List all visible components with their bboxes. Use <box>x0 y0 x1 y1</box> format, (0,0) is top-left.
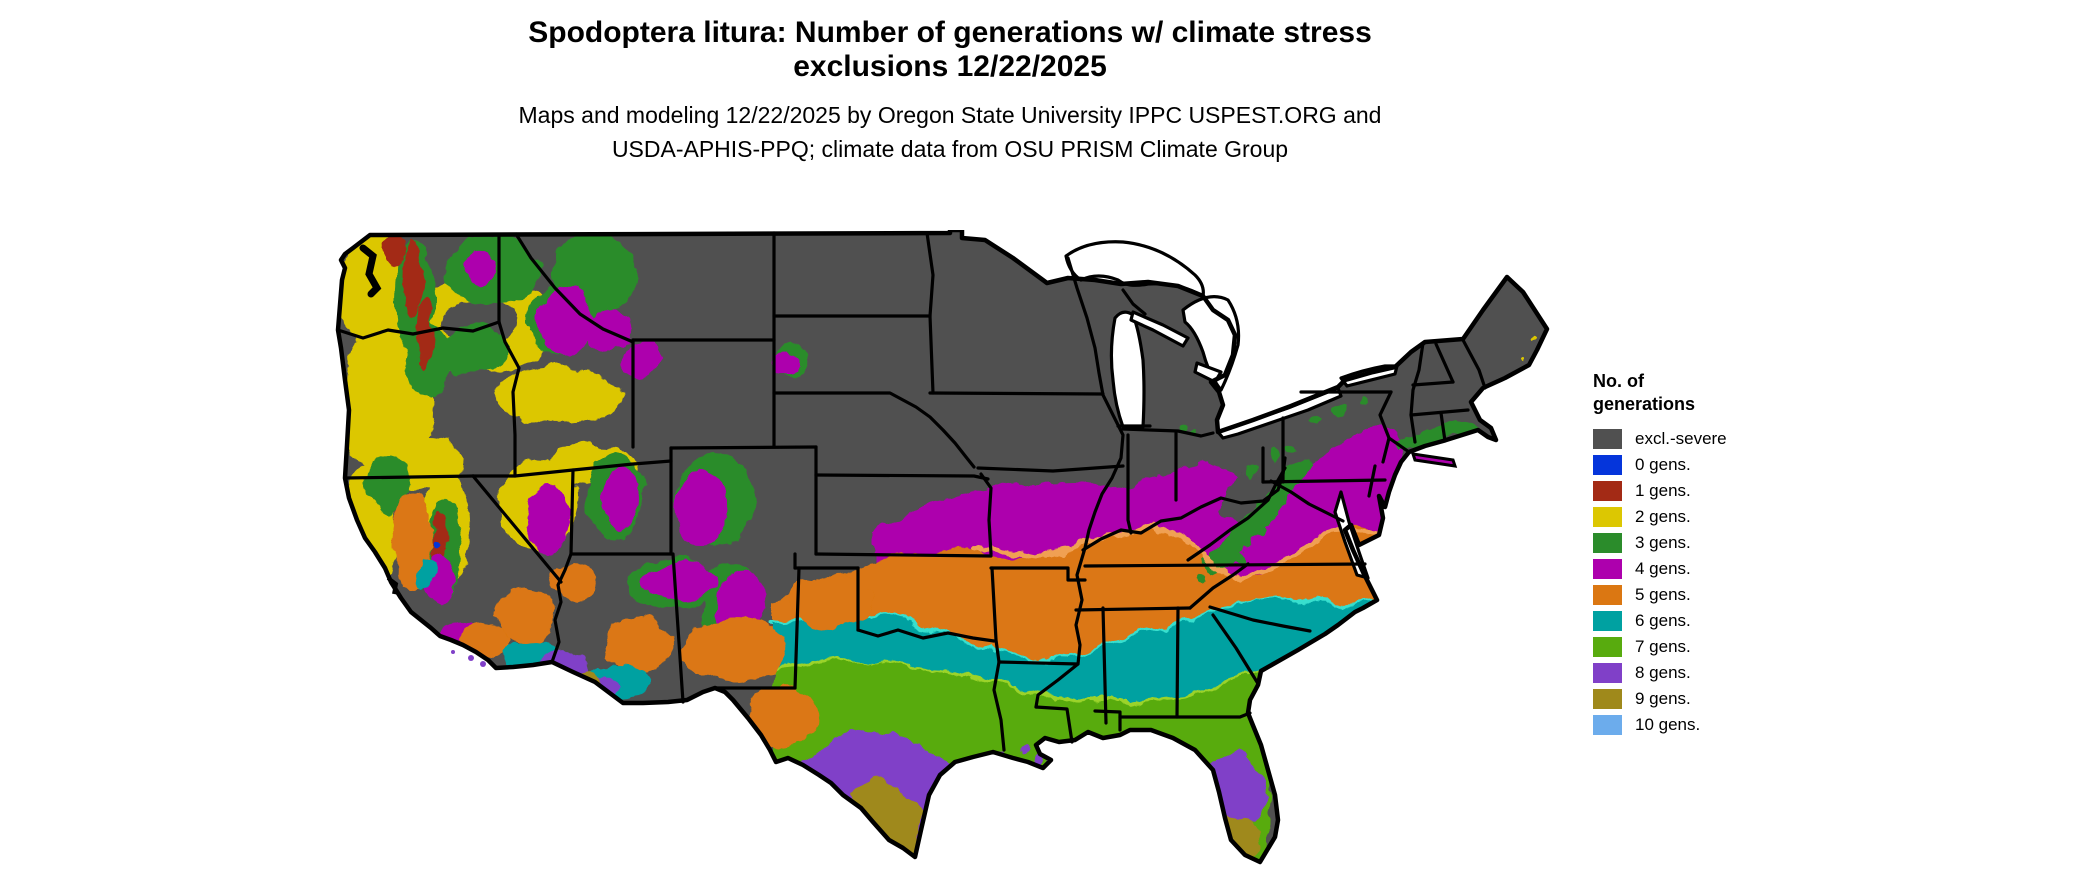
legend-swatch <box>1593 429 1622 449</box>
legend-swatch <box>1593 689 1622 709</box>
legend-title: No. of generations <box>1593 370 1893 416</box>
legend-swatch <box>1593 533 1622 553</box>
legend-item-7: 6 gens. <box>1593 611 1893 631</box>
lake-michigan-north-arm <box>1129 310 1190 348</box>
legend-label: 3 gens. <box>1635 533 1691 552</box>
central-florida-8-gens <box>1191 752 1267 830</box>
legend-label: 6 gens. <box>1635 611 1691 630</box>
legend-item-9: 8 gens. <box>1593 663 1893 683</box>
legend-label: 1 gens. <box>1635 481 1691 500</box>
legend-label: 9 gens. <box>1635 689 1691 708</box>
figure-header: Spodoptera litura: Number of generations… <box>0 16 1900 166</box>
legend-item-1: 0 gens. <box>1593 455 1893 475</box>
legend-label: 10 gens. <box>1635 715 1701 734</box>
legend-item-4: 3 gens. <box>1593 533 1893 553</box>
subtitle-line-1: Maps and modeling 12/22/2025 by Oregon S… <box>518 102 1382 128</box>
legend-swatch <box>1593 611 1622 631</box>
figure-title: Spodoptera litura: Number of generations… <box>0 16 1900 84</box>
legend-item-6: 5 gens. <box>1593 585 1893 605</box>
figure-subtitle: Maps and modeling 12/22/2025 by Oregon S… <box>0 98 1900 166</box>
channel-islands <box>451 650 486 667</box>
legend-item-8: 7 gens. <box>1593 637 1893 657</box>
legend-swatch <box>1593 559 1622 579</box>
legend-item-2: 1 gens. <box>1593 481 1893 501</box>
legend-item-0: excl.-severe <box>1593 429 1893 449</box>
map-legend: No. of generations excl.-severe 0 gens. 1 g… <box>1593 370 1893 741</box>
legend-swatch <box>1593 455 1622 475</box>
state-borders <box>336 231 1487 752</box>
legend-items: excl.-severe 0 gens. 1 gens. 2 gens. 3 gens.… <box>1593 429 1893 735</box>
legend-item-3: 2 gens. <box>1593 507 1893 527</box>
subtitle-line-2: USDA-APHIS-PPQ; climate data from OSU PR… <box>611 136 1289 162</box>
title-line-1: Spodoptera litura: Number of generations… <box>528 16 1372 49</box>
map-container <box>333 230 1563 892</box>
us-outline <box>335 230 1550 865</box>
florida-west-coast-9-gens <box>1191 786 1211 842</box>
legend-swatch <box>1593 481 1622 501</box>
appalachian-3-gens <box>1201 458 1315 574</box>
title-line-2: exclusions 12/22/2025 <box>793 50 1107 83</box>
legend-swatch <box>1593 663 1622 683</box>
us-generations-choropleth-map <box>335 230 1550 865</box>
legend-label: excl.-severe <box>1635 429 1727 448</box>
rio-grande-9-gens <box>851 778 918 857</box>
legend-item-5: 4 gens. <box>1593 559 1893 579</box>
map-fill-layers <box>338 230 1547 862</box>
legend-title-line-2: generations <box>1593 394 1696 414</box>
legend-label: 5 gens. <box>1635 585 1691 604</box>
legend-label: 4 gens. <box>1635 559 1691 578</box>
legend-label: 2 gens. <box>1635 507 1691 526</box>
legend-label: 8 gens. <box>1635 663 1691 682</box>
san-francisco-bay <box>386 576 399 595</box>
legend-title-line-1: No. of <box>1593 371 1644 391</box>
legend-swatch <box>1593 585 1622 605</box>
orange-band-speckle-edge <box>970 524 1376 585</box>
legend-swatch <box>1593 637 1622 657</box>
lake-michigan <box>1109 310 1146 429</box>
florida-keys-10-gens <box>906 856 910 860</box>
new-england-coast-3-gens <box>1391 424 1485 452</box>
legend-item-11: 10 gens. <box>1593 715 1893 735</box>
legend-swatch <box>1593 507 1622 527</box>
puget-sound <box>359 244 382 298</box>
long-island <box>1410 452 1458 468</box>
great-lakes <box>1064 240 1399 580</box>
legend-item-10: 9 gens. <box>1593 689 1893 709</box>
legend-swatch <box>1593 715 1622 735</box>
legend-label: 0 gens. <box>1635 455 1691 474</box>
legend-label: 7 gens. <box>1635 637 1691 656</box>
